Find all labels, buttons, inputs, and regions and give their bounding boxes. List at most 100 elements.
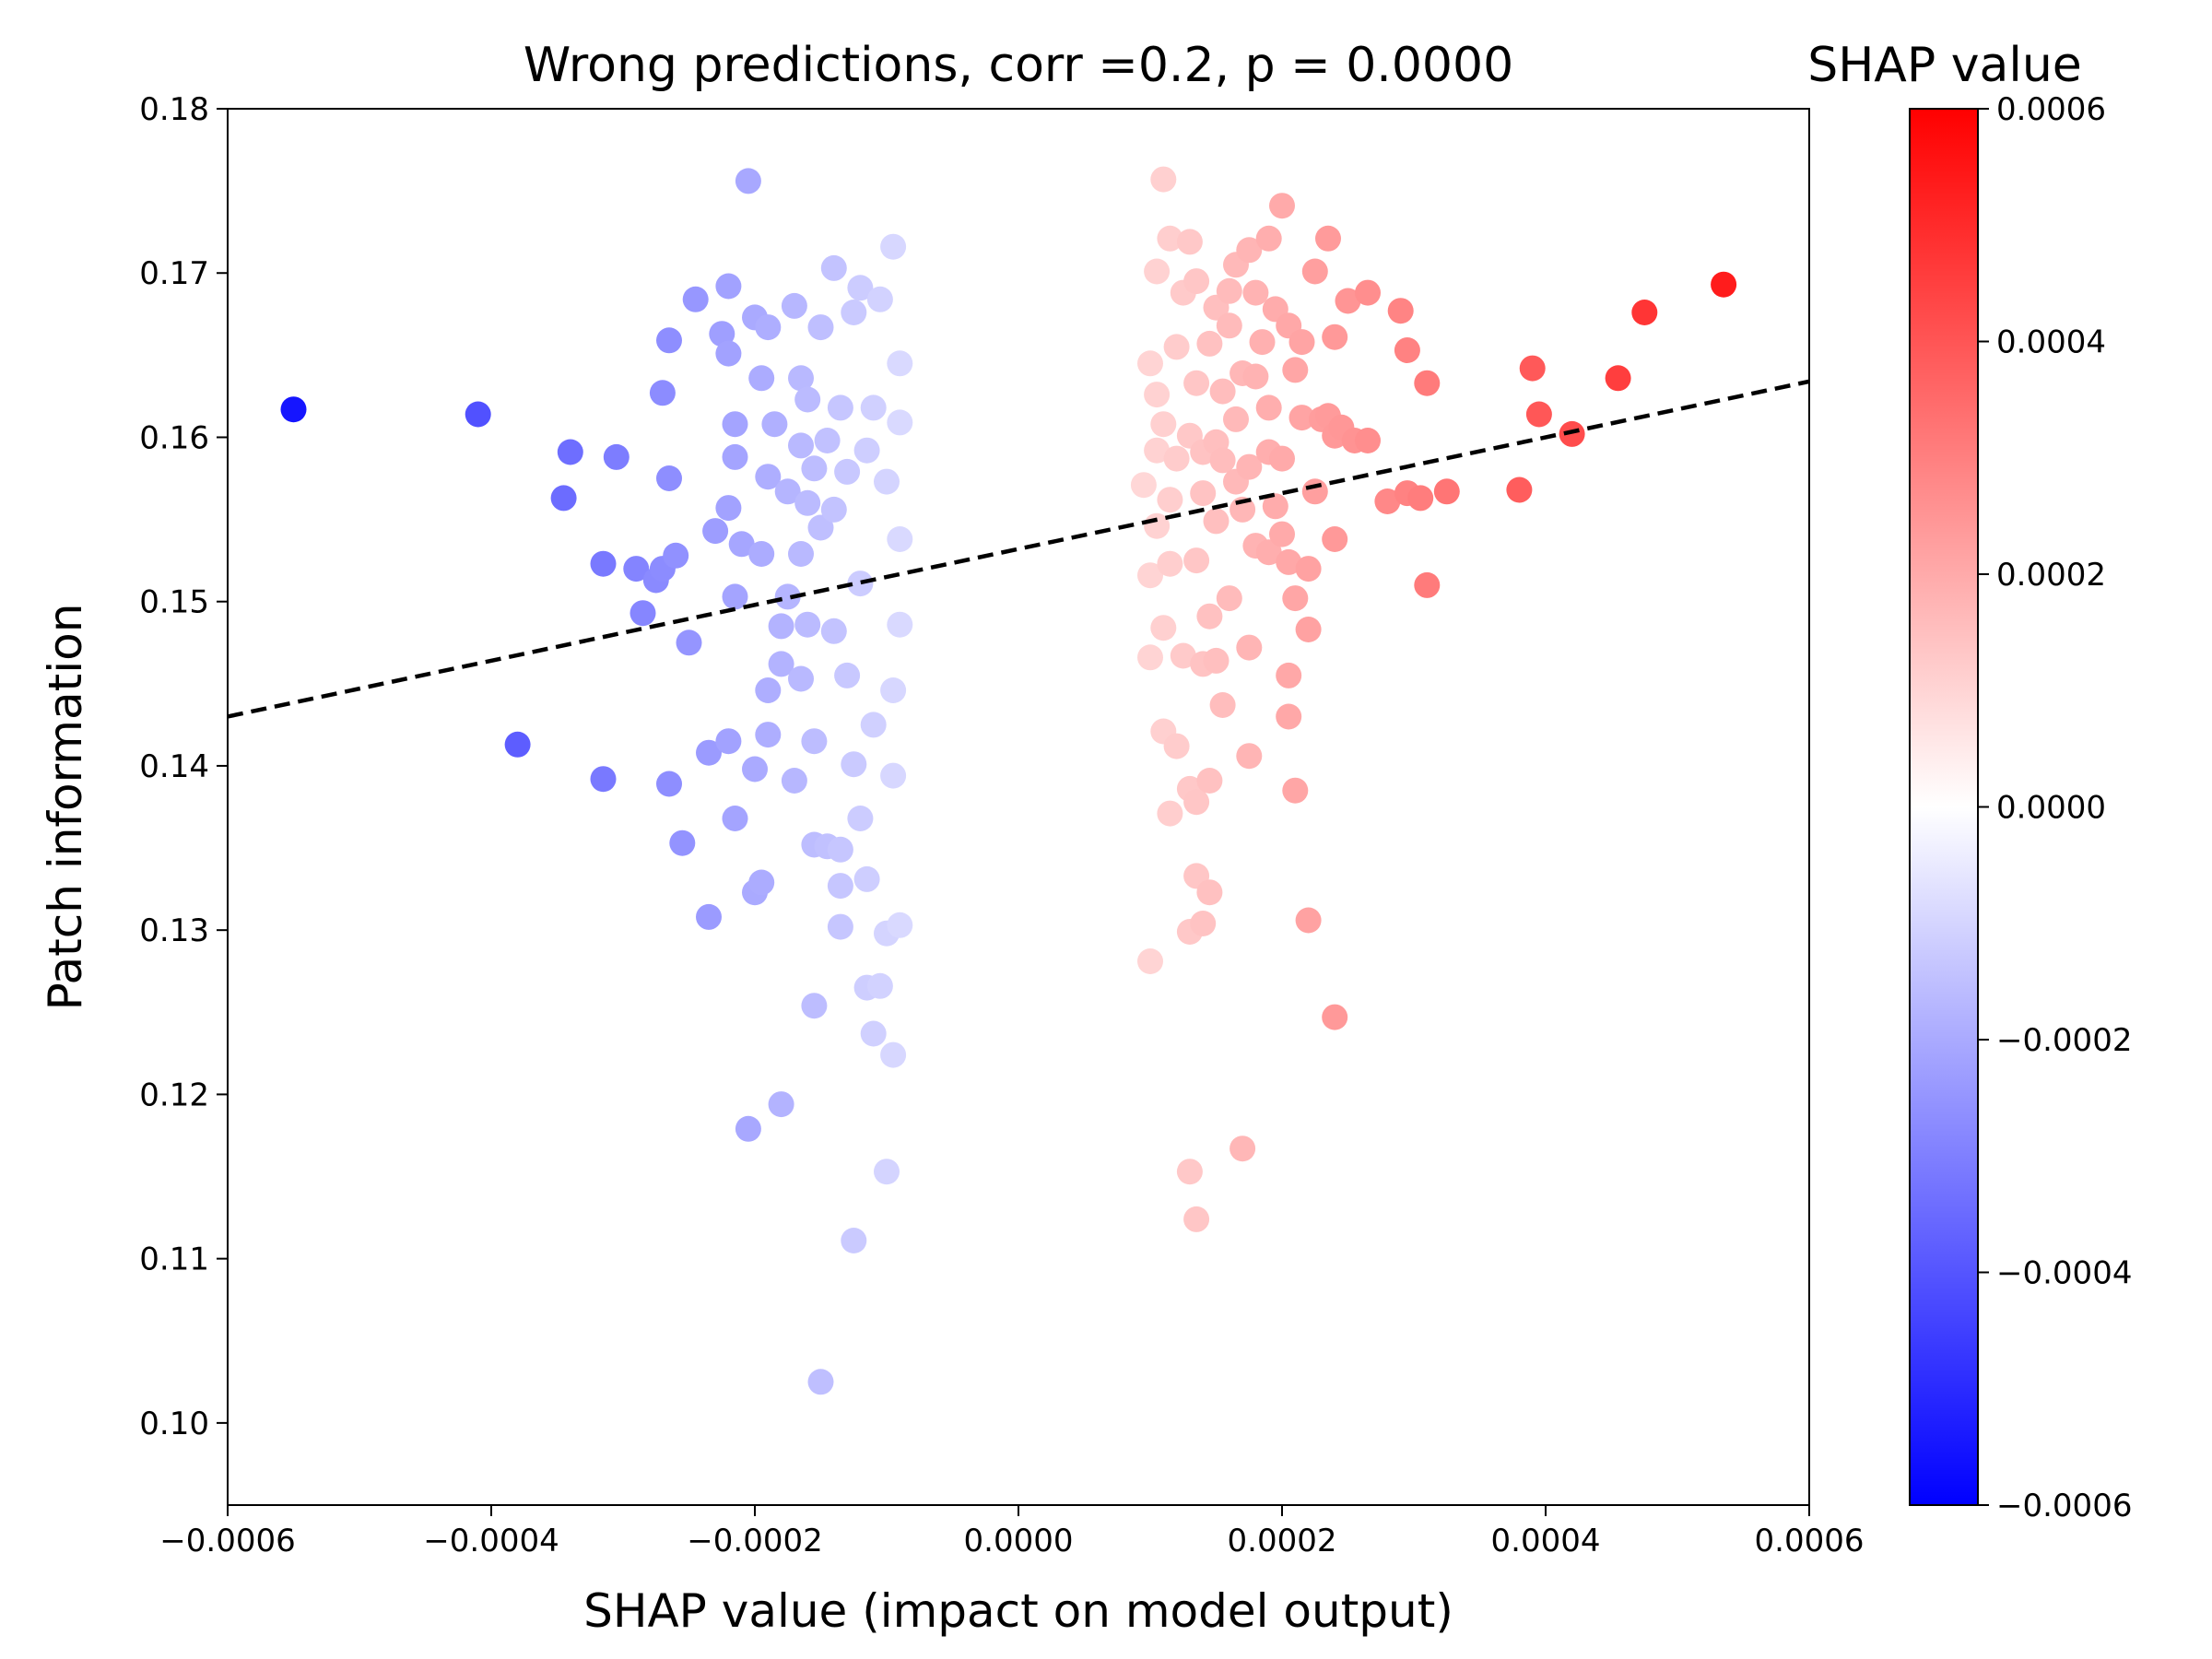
data-point — [1295, 617, 1322, 642]
x-tick-label: 0.0002 — [1228, 1523, 1337, 1559]
data-point — [768, 651, 794, 677]
data-point — [1288, 329, 1315, 356]
data-point — [841, 300, 867, 325]
data-point — [1255, 394, 1282, 421]
data-point — [1295, 907, 1322, 934]
colorbar-title: SHAP value — [1807, 38, 2082, 93]
data-point — [1176, 1159, 1203, 1185]
data-point — [788, 365, 814, 392]
data-point — [742, 756, 768, 782]
x-tick-label: −0.0004 — [423, 1523, 559, 1559]
data-point — [722, 443, 748, 470]
data-point — [603, 443, 629, 470]
data-point — [1157, 487, 1183, 513]
y-tick-label: 0.14 — [139, 748, 209, 785]
y-tick-label: 0.12 — [139, 1077, 209, 1113]
y-tick-label: 0.18 — [139, 91, 209, 128]
data-point — [880, 677, 907, 703]
data-point — [1414, 571, 1441, 598]
data-point — [676, 629, 702, 656]
data-point — [1407, 485, 1434, 512]
data-point — [880, 233, 907, 260]
data-point — [1631, 300, 1658, 325]
data-point — [748, 541, 775, 567]
y-tick-label: 0.11 — [139, 1241, 209, 1278]
data-point — [722, 583, 748, 610]
data-point — [465, 401, 491, 428]
data-point — [1295, 556, 1322, 582]
data-point — [1394, 337, 1420, 363]
data-point — [504, 731, 531, 758]
data-point — [1144, 258, 1171, 285]
data-point — [794, 386, 821, 413]
plot-frame — [227, 108, 1810, 1506]
data-point — [1190, 480, 1217, 507]
data-point — [1355, 428, 1381, 453]
data-point — [649, 380, 676, 406]
data-point — [1183, 370, 1210, 396]
data-point — [768, 613, 794, 640]
data-point — [1236, 453, 1263, 480]
data-point — [1163, 733, 1190, 759]
data-point — [841, 751, 867, 778]
data-point — [656, 771, 682, 797]
colorbar-tick-label: 0.0002 — [1996, 557, 2106, 594]
data-point — [669, 830, 696, 856]
x-axis-label: SHAP value (impact on model output) — [583, 1584, 1453, 1638]
data-point — [1176, 229, 1203, 255]
data-point — [1236, 743, 1263, 770]
data-point — [801, 728, 828, 755]
data-point — [656, 465, 682, 491]
data-point — [1170, 642, 1196, 669]
x-tick-label: −0.0002 — [687, 1523, 822, 1559]
data-point — [663, 542, 689, 569]
data-point — [1163, 334, 1190, 360]
data-point — [1255, 225, 1282, 252]
y-tick-label: 0.10 — [139, 1406, 209, 1442]
data-point — [1144, 437, 1171, 464]
data-point — [715, 340, 742, 367]
data-point — [1183, 789, 1210, 816]
data-point — [1183, 268, 1210, 295]
data-point — [834, 662, 861, 688]
data-point — [1130, 472, 1157, 499]
data-point — [755, 464, 782, 490]
x-tick-label: 0.0004 — [1491, 1523, 1601, 1559]
data-point — [702, 518, 729, 545]
data-point — [748, 365, 775, 392]
data-point — [755, 677, 782, 703]
data-point — [1269, 521, 1295, 547]
data-point — [709, 321, 735, 347]
data-point — [715, 728, 742, 755]
data-point — [1301, 258, 1328, 285]
data-point — [1711, 271, 1737, 298]
data-point — [788, 665, 814, 692]
data-point — [827, 913, 853, 940]
data-point — [853, 437, 880, 464]
data-point — [1269, 445, 1295, 472]
data-point — [887, 912, 913, 938]
data-point — [781, 768, 807, 794]
data-point — [847, 275, 874, 301]
data-point — [1269, 193, 1295, 219]
colorbar-tick-label: 0.0004 — [1996, 324, 2106, 361]
data-point — [1249, 329, 1276, 356]
data-point — [1506, 477, 1533, 503]
data-point — [774, 583, 801, 610]
x-tick-label: 0.0000 — [964, 1523, 1074, 1559]
data-point — [728, 531, 755, 558]
data-point — [801, 455, 828, 482]
data-point — [887, 526, 913, 552]
data-point — [781, 292, 807, 319]
data-point — [590, 550, 617, 577]
data-point — [860, 394, 887, 421]
data-point — [1196, 879, 1223, 906]
data-point — [1157, 550, 1183, 577]
data-point — [853, 865, 880, 892]
colorbar — [1909, 108, 1979, 1506]
data-point — [1157, 800, 1183, 827]
data-point — [755, 314, 782, 341]
data-point — [722, 411, 748, 438]
data-point — [1190, 911, 1217, 936]
data-point — [1276, 703, 1302, 730]
